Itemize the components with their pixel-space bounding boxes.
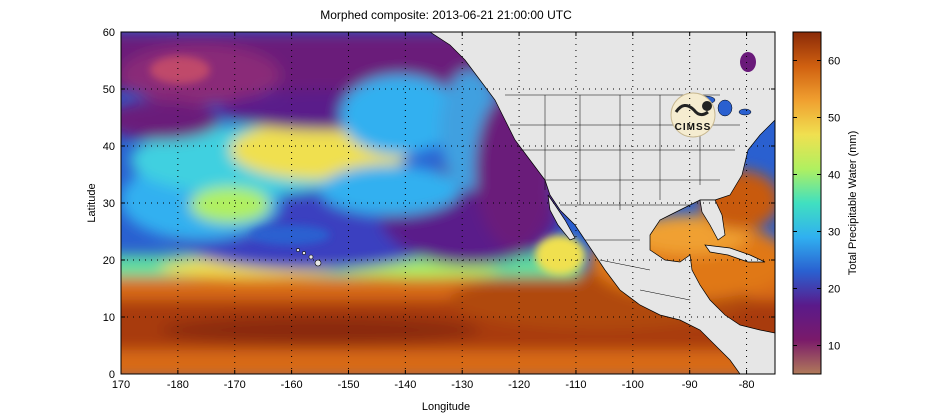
x-tick-label: -130 bbox=[451, 379, 473, 391]
x-axis-ticks: 170 -180 -170 -160 -150 -140 -130 -120 -110 -100 -… bbox=[112, 32, 755, 391]
y-axis-label: Latitude bbox=[86, 183, 98, 222]
colorbar-tick-label: 40 bbox=[828, 170, 840, 182]
x-tick-label: 170 bbox=[112, 379, 130, 391]
x-tick-label: -150 bbox=[337, 379, 359, 391]
colorbar-label: Total Precipitable Water (mm) bbox=[847, 131, 859, 275]
x-tick-label: -140 bbox=[394, 379, 416, 391]
land-florida bbox=[699, 199, 726, 241]
y-tick-label: 10 bbox=[103, 312, 115, 324]
x-tick-label: -170 bbox=[224, 379, 246, 391]
cimss-logo: CIMSS bbox=[670, 92, 716, 138]
x-tick-label: -80 bbox=[739, 379, 755, 391]
x-tick-label: -180 bbox=[167, 379, 189, 391]
y-axis-ticks: 0 10 20 30 40 50 60 bbox=[103, 27, 775, 381]
colorbar-ticks: 10 20 30 40 50 60 bbox=[793, 56, 840, 353]
y-tick-label: 60 bbox=[103, 27, 115, 39]
y-tick-label: 50 bbox=[103, 84, 115, 96]
tpw-field: CIMSS bbox=[121, 32, 775, 374]
colorbar bbox=[792, 31, 822, 375]
land-hawaii bbox=[296, 248, 322, 267]
land-baja bbox=[547, 194, 576, 241]
colorbar-tick-label: 60 bbox=[828, 56, 840, 68]
x-tick-label: -110 bbox=[565, 379, 586, 391]
x-tick-label: -120 bbox=[508, 379, 530, 391]
x-tick-label: -90 bbox=[682, 379, 698, 391]
x-axis-label: Longitude bbox=[422, 401, 470, 413]
colorbar-tick-label: 20 bbox=[828, 284, 840, 296]
colorbar-tick-label: 30 bbox=[828, 227, 840, 239]
y-tick-label: 0 bbox=[109, 369, 115, 381]
map-grid bbox=[121, 32, 775, 374]
y-tick-label: 20 bbox=[103, 255, 115, 267]
colorbar-tick-label: 10 bbox=[828, 341, 840, 353]
colorbar-tick-label: 50 bbox=[828, 113, 840, 125]
y-tick-label: 40 bbox=[103, 141, 115, 153]
land-cuba bbox=[704, 244, 766, 263]
y-tick-label: 30 bbox=[103, 198, 115, 210]
x-tick-label: -160 bbox=[281, 379, 303, 391]
cimss-logo-text: CIMSS bbox=[675, 122, 712, 133]
x-tick-label: -100 bbox=[622, 379, 644, 391]
figure-title: Morphed composite: 2013-06-21 21:00:00 U… bbox=[320, 8, 572, 22]
